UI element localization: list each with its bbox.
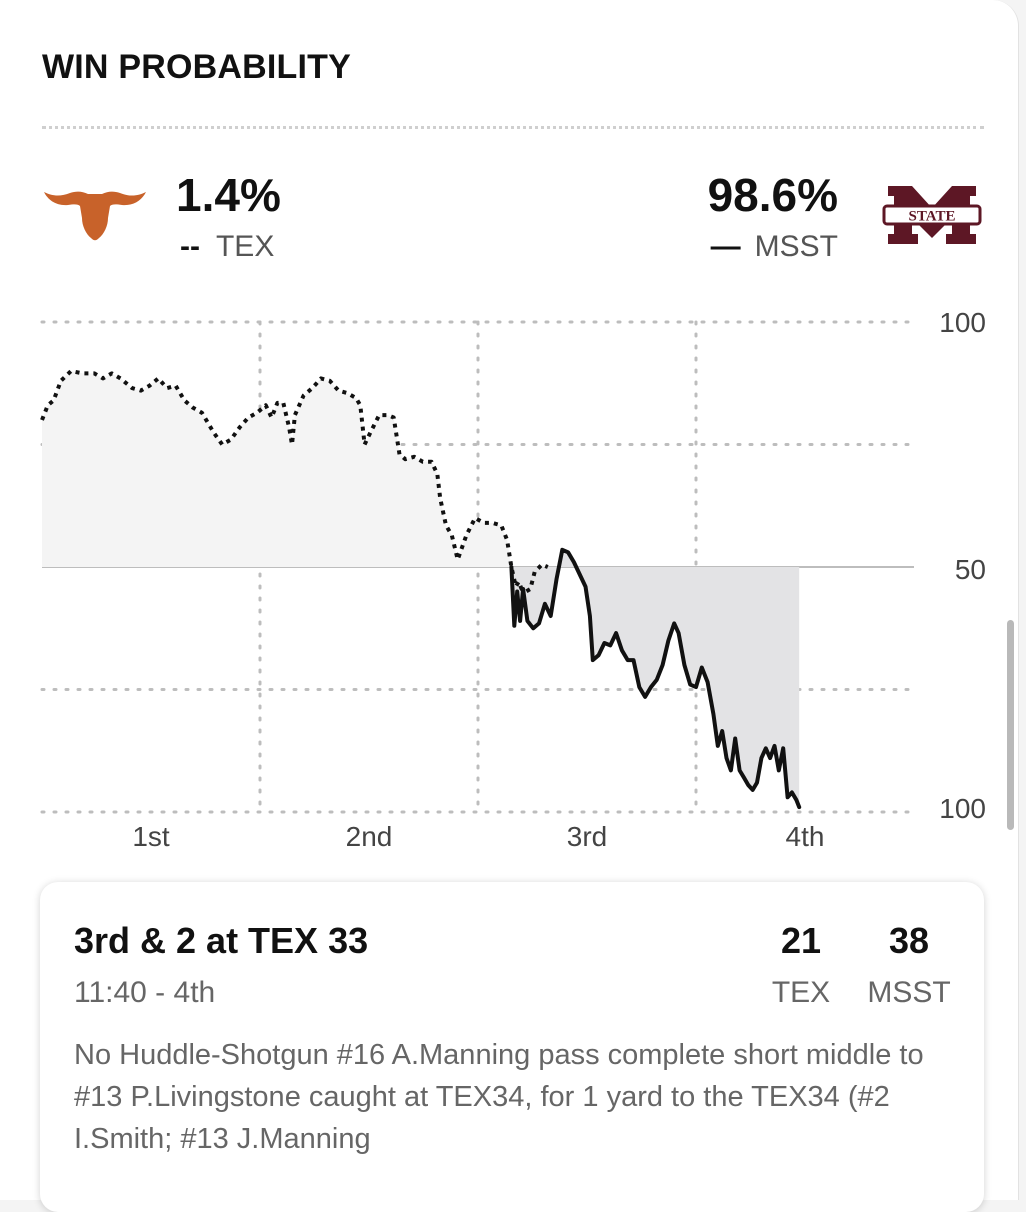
section-title: WIN PROBABILITY — [42, 48, 351, 86]
msst-banner — [882, 204, 982, 226]
msst-legend: — MSST — [711, 230, 838, 264]
msst-score-label: MSST — [867, 976, 951, 1009]
msst-logo: STATE — [882, 186, 982, 244]
tex-score-label: TEX — [771, 976, 831, 1009]
chart-areas — [42, 371, 800, 808]
longhorn-shape — [44, 191, 146, 241]
msst-banner-text: STATE — [909, 209, 956, 225]
tex-legend-label: TEX — [215, 230, 275, 263]
y-tick-label-2: 100 — [939, 793, 986, 824]
chart-labels: 100 50 100 1st 2nd 3rd 4th — [132, 307, 986, 852]
tex-legend-marker: -- — [180, 230, 200, 263]
x-tick-label-4th: 4th — [786, 821, 825, 852]
msst-legend-label: MSST — [754, 230, 838, 263]
msst-legend-marker: — — [710, 230, 741, 263]
x-tick-label-2nd: 2nd — [346, 821, 393, 852]
msst-score: 38 — [888, 920, 930, 961]
chart-lines — [40, 369, 802, 810]
last-play-card[interactable]: 3rd & 2 at TEX 33 11:40 - 4th 21 38 TEX … — [40, 882, 984, 1212]
down-and-distance: 3rd & 2 at TEX 33 — [74, 920, 369, 961]
msst-win-probability: 98.6% — [707, 169, 838, 221]
tex-area — [42, 371, 548, 592]
tex-longhorn-logo — [44, 191, 146, 241]
msst-series-line — [509, 547, 802, 810]
win-probability-chart: 100 50 100 1st 2nd 3rd 4th — [40, 307, 986, 852]
scrollbar[interactable] — [1007, 620, 1014, 830]
x-tick-label-3rd: 3rd — [567, 821, 607, 852]
y-tick-label-1: 50 — [955, 554, 986, 585]
title-divider — [42, 126, 984, 129]
y-tick-label-0: 100 — [939, 307, 986, 338]
tex-win-probability: 1.4% — [176, 169, 281, 221]
play-description: No Huddle-Shotgun #16 A.Manning pass com… — [74, 1039, 924, 1155]
game-clock: 11:40 - 4th — [74, 976, 216, 1009]
x-tick-label-1st: 1st — [132, 821, 170, 852]
tex-legend: -- TEX — [180, 230, 274, 264]
tex-series-line — [40, 369, 549, 594]
tex-score: 21 — [780, 920, 822, 961]
